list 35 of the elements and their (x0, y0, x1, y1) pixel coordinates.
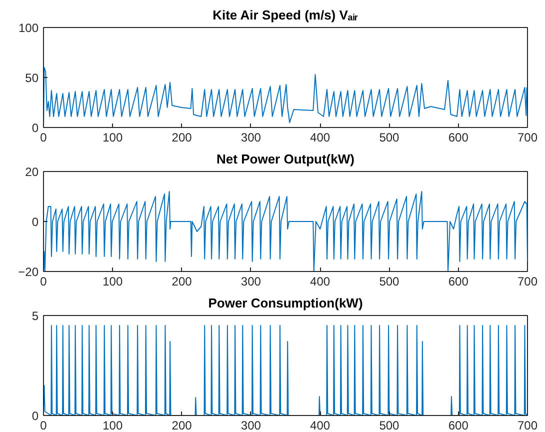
x-tick-label: 700 (517, 130, 538, 144)
x-tick-label: 500 (379, 418, 400, 432)
x-tick-label: 500 (379, 274, 400, 288)
x-tick-label: 200 (172, 274, 192, 288)
x-tick-label: 0 (40, 274, 48, 288)
x-tick-label: 100 (102, 130, 123, 144)
x-tick-label: 400 (310, 418, 330, 432)
x-tick-label: 300 (240, 130, 262, 144)
x-tick-label: 0 (40, 130, 48, 144)
y-tick-label: 20 (25, 165, 39, 179)
x-tick-label: 700 (517, 418, 538, 432)
x-tick-label: 500 (379, 130, 400, 144)
x-tick-label: 200 (172, 418, 192, 432)
x-tick-label: 300 (240, 418, 262, 432)
x-tick-label: 100 (102, 274, 123, 288)
chart-title: Kite Air Speed (m/s) Vₐᵢᵣ (212, 8, 359, 22)
y-tick-label: 50 (25, 71, 39, 85)
x-tick-label: 400 (310, 130, 330, 144)
x-tick-label: 100 (102, 418, 123, 432)
y-tick-label: 0 (32, 121, 39, 135)
x-tick-label: 300 (240, 274, 262, 288)
chart-title: Net Power Output(kW) (216, 152, 354, 166)
x-tick-label: 600 (448, 130, 469, 144)
y-tick-label: −20 (18, 265, 39, 279)
x-tick-label: 400 (310, 274, 330, 288)
chart-title: Power Consumption(kW) (208, 296, 363, 310)
y-tick-label: 0 (32, 215, 39, 229)
x-tick-label: 700 (517, 274, 538, 288)
y-tick-label: 100 (18, 21, 39, 35)
x-tick-label: 0 (40, 418, 48, 432)
x-tick-label: 600 (448, 274, 469, 288)
y-tick-label: 5 (32, 309, 39, 323)
x-tick-label: 200 (172, 130, 192, 144)
x-tick-label: 600 (448, 418, 469, 432)
y-tick-label: 0 (32, 409, 39, 423)
